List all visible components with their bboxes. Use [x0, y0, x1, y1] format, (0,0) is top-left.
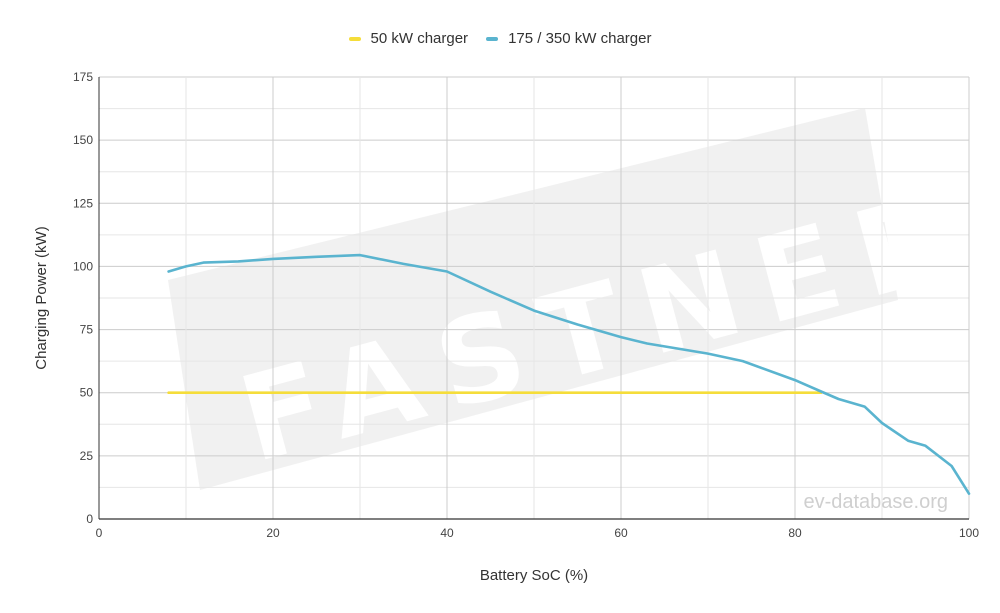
- svg-text:80: 80: [788, 526, 802, 540]
- svg-text:175: 175: [73, 70, 93, 84]
- svg-text:75: 75: [80, 323, 94, 337]
- fastned-watermark: FASTNED: [168, 108, 992, 490]
- svg-text:100: 100: [73, 259, 93, 273]
- svg-text:25: 25: [80, 449, 94, 463]
- series-line-1: [167, 253, 971, 496]
- legend-item-175-350kw[interactable]: 175 / 350 kW charger: [486, 30, 651, 47]
- y-tick-labels: 0 25 50 75 100 125 150 175: [73, 70, 93, 526]
- svg-text:0: 0: [96, 526, 103, 540]
- svg-text:20: 20: [266, 526, 280, 540]
- svg-text:125: 125: [73, 196, 93, 210]
- svg-text:100: 100: [959, 526, 979, 540]
- axes: [98, 77, 969, 520]
- svg-text:0: 0: [86, 512, 93, 526]
- legend-label-50kw: 50 kW charger: [370, 30, 469, 47]
- chart-legend: 50 kW charger 175 / 350 kW charger: [0, 30, 1000, 47]
- x-axis-title: Battery SoC (%): [480, 567, 588, 584]
- svg-text:40: 40: [440, 526, 454, 540]
- legend-label-175-350kw: 175 / 350 kW charger: [508, 30, 652, 47]
- y-axis-title: Charging Power (kW): [33, 226, 50, 369]
- x-tick-labels: 0 20 40 60 80 100: [96, 526, 980, 540]
- svg-text:50: 50: [80, 386, 94, 400]
- legend-swatch-50kw: [348, 36, 361, 41]
- svg-text:60: 60: [614, 526, 628, 540]
- legend-swatch-175-350kw: [486, 36, 499, 41]
- data-series: [167, 253, 971, 496]
- source-watermark: ev-database.org: [803, 491, 948, 513]
- svg-text:150: 150: [73, 133, 93, 147]
- legend-item-50kw[interactable]: 50 kW charger: [348, 30, 469, 47]
